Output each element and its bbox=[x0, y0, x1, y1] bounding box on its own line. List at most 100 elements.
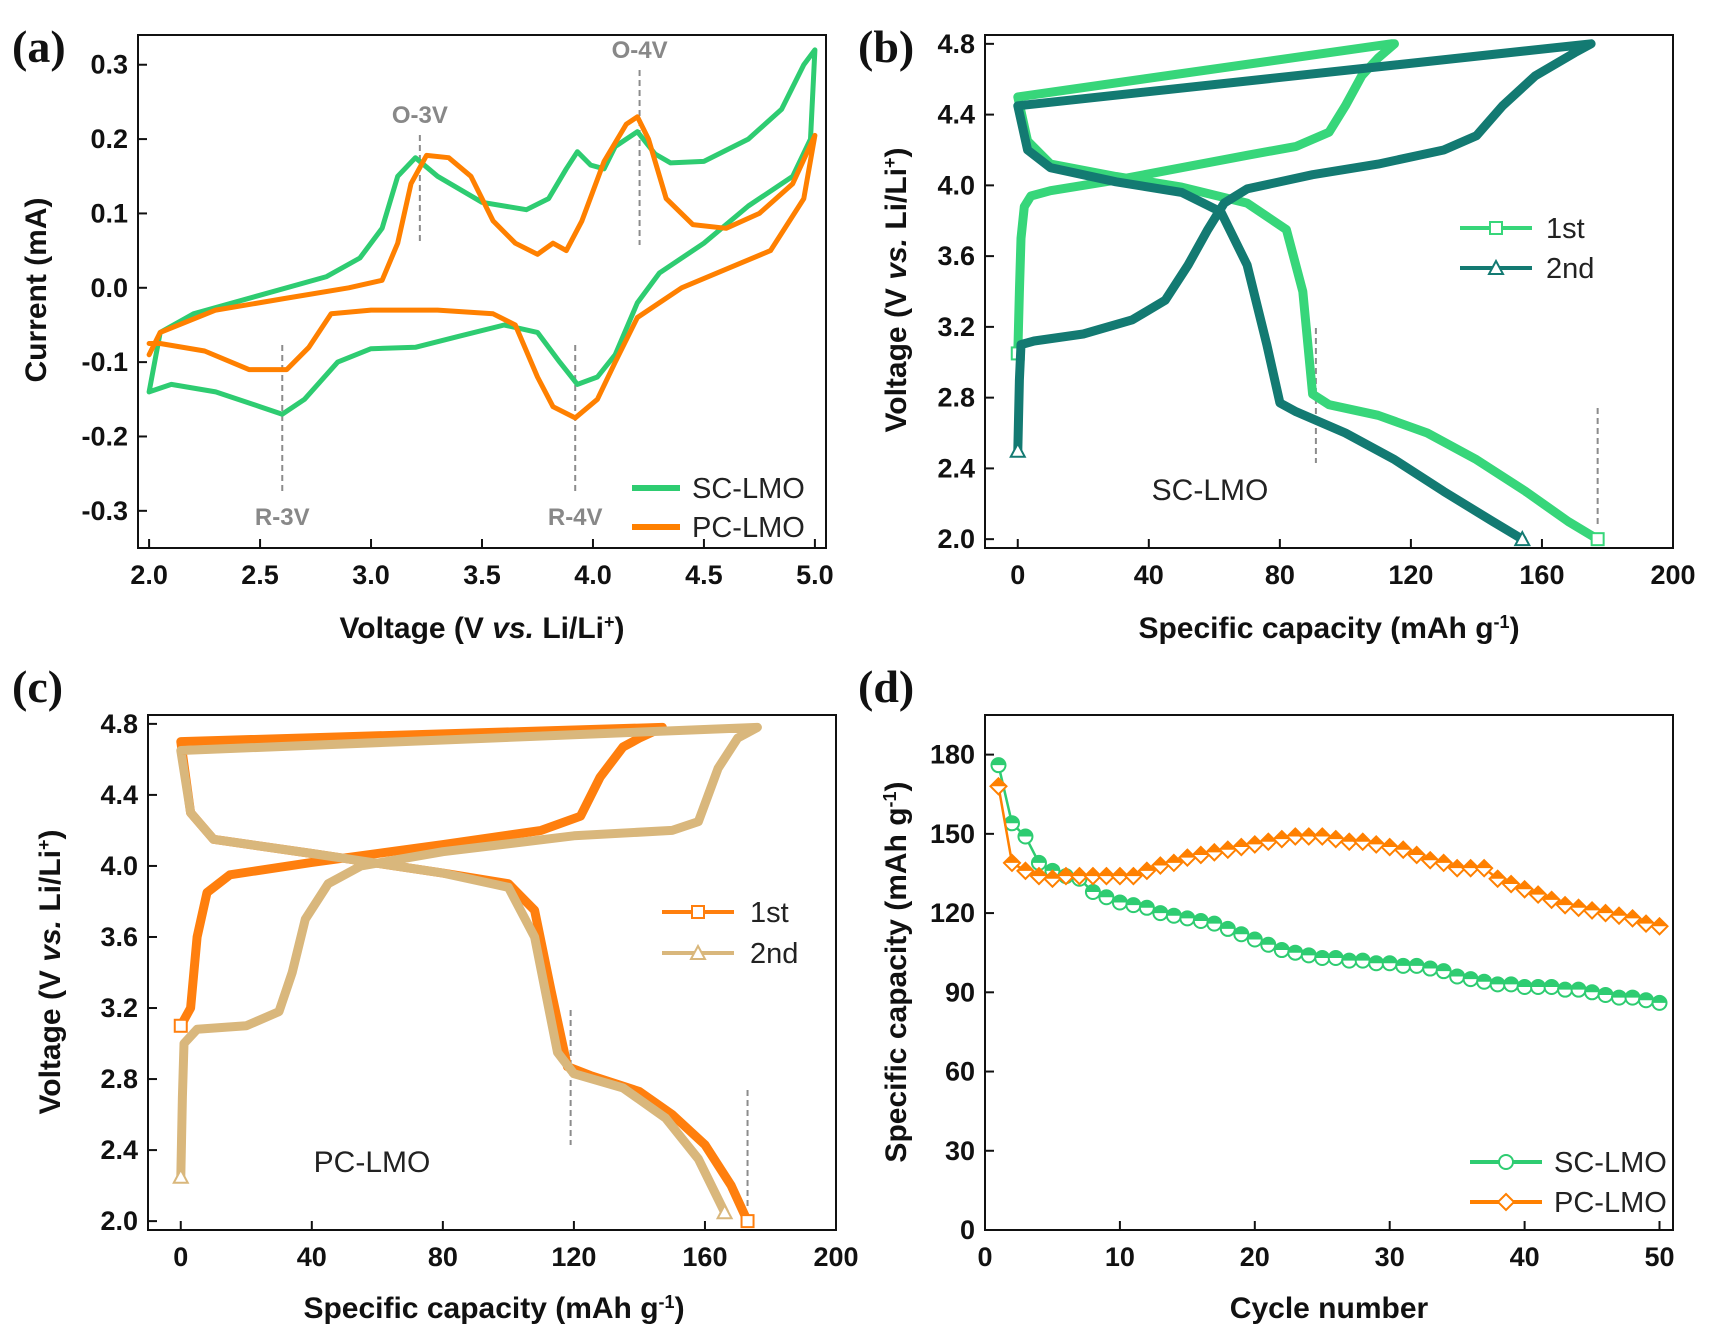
data-point-pc-lmo-fill bbox=[1597, 905, 1614, 914]
y-tick-label: 4.8 bbox=[937, 29, 975, 59]
panel-d-curves bbox=[989, 757, 1669, 1011]
data-point-pc-lmo-fill bbox=[1570, 899, 1587, 908]
panel-c-curves bbox=[172, 722, 762, 1229]
data-point-pc-lmo-fill bbox=[1516, 881, 1533, 890]
panel-d-ticks: 0 10 20 30 40 50 0 30 60 90 120 150 180 bbox=[930, 740, 1675, 1272]
data-point-sc-lmo-fill bbox=[1598, 987, 1613, 995]
data-point-pc-lmo-fill bbox=[1543, 891, 1560, 900]
data-point-pc-lmo-fill bbox=[1462, 860, 1479, 869]
x-tick-label: 40 bbox=[1510, 1242, 1540, 1272]
panel-c-frame bbox=[147, 714, 837, 1231]
data-point-pc-lmo-fill bbox=[1354, 833, 1371, 842]
y-tick-label: 30 bbox=[945, 1136, 975, 1166]
panel-d-ylabel: Specific capacity (mAh g-1) bbox=[880, 781, 913, 1162]
y-tick-label: 120 bbox=[930, 898, 975, 928]
series-end-marker bbox=[173, 1018, 188, 1033]
data-point-sc-lmo-fill bbox=[1585, 985, 1600, 993]
legend-d-sc-label: SC-LMO bbox=[1554, 1147, 1667, 1179]
data-point-pc-lmo-fill bbox=[1017, 862, 1034, 871]
panel-c-xlabel: Specific capacity (mAh g-1) bbox=[303, 1292, 684, 1325]
data-point-sc-lmo-fill bbox=[1031, 855, 1046, 863]
y-tick-label: 90 bbox=[945, 977, 975, 1007]
data-point-sc-lmo-fill bbox=[1234, 927, 1249, 935]
y-tick-label: -0.3 bbox=[81, 496, 128, 526]
data-point-pc-lmo-fill bbox=[1503, 876, 1520, 885]
data-point-pc-lmo-fill bbox=[1422, 852, 1439, 861]
peak-annotation-label: O-4V bbox=[612, 37, 668, 64]
series-line-pc-lmo bbox=[146, 114, 818, 421]
data-point-sc-lmo-fill bbox=[1247, 932, 1262, 940]
x-tick-label: 160 bbox=[1519, 560, 1564, 590]
series-line-1st bbox=[1013, 39, 1603, 544]
data-point-sc-lmo-fill bbox=[1382, 956, 1397, 964]
panel-b-ylabel: Voltage (V vs. Li/Li+) bbox=[880, 147, 913, 432]
series-line-sc-lmo bbox=[997, 764, 1660, 1005]
data-point-sc-lmo-fill bbox=[1288, 945, 1303, 953]
x-tick-label: 80 bbox=[1265, 560, 1295, 590]
y-tick-label: 2.4 bbox=[100, 1135, 138, 1165]
data-point-pc-lmo-fill bbox=[1030, 868, 1047, 877]
data-point-sc-lmo-fill bbox=[1207, 916, 1222, 924]
data-point-sc-lmo-fill bbox=[1423, 961, 1438, 969]
series-end-marker bbox=[715, 1203, 734, 1220]
panel-a: (a) 2.0 2.5 3.0 3.5 4.0 4.5 5.0 -0.3 -0.2 -0.1 0.0… bbox=[12, 21, 834, 645]
y-tick-label: -0.2 bbox=[81, 421, 128, 451]
data-point-pc-lmo-fill bbox=[1638, 915, 1655, 924]
data-point-pc-lmo-fill bbox=[1003, 854, 1020, 863]
data-point-sc-lmo-fill bbox=[1342, 953, 1357, 961]
data-point-sc-lmo-fill bbox=[1166, 908, 1181, 916]
data-point-pc-lmo-fill bbox=[1624, 910, 1641, 919]
x-tick-label: 120 bbox=[1388, 560, 1433, 590]
data-point-sc-lmo-fill bbox=[1153, 906, 1168, 914]
legend-b-2nd-marker bbox=[1487, 258, 1505, 275]
data-point-sc-lmo-fill bbox=[1355, 953, 1370, 961]
x-tick-label: 2.0 bbox=[130, 560, 168, 590]
y-tick-label: 4.4 bbox=[937, 100, 975, 130]
data-point-pc-lmo-fill bbox=[1179, 849, 1196, 858]
data-point-pc-lmo-fill bbox=[1125, 868, 1142, 877]
data-point-pc-lmo-fill bbox=[1489, 870, 1506, 879]
data-point-pc-lmo-fill bbox=[1584, 902, 1601, 911]
panel-c-ylabel: Voltage (V vs. Li/Li+) bbox=[34, 829, 67, 1114]
data-point-pc-lmo-fill bbox=[1368, 836, 1385, 845]
data-point-sc-lmo-fill bbox=[1220, 921, 1235, 929]
panel-a-frame bbox=[137, 34, 827, 549]
legend-a-sc-label: SC-LMO bbox=[692, 473, 805, 505]
panel-a-letter: (a) bbox=[12, 21, 66, 72]
panel-c-ticks: 0 40 80 120 160 200 2.0 2.4 2.8 3.2 3.6 4.0 4.4 4.8 bbox=[100, 709, 858, 1272]
data-point-sc-lmo-fill bbox=[1112, 895, 1127, 903]
data-point-pc-lmo-fill bbox=[1233, 839, 1250, 848]
x-tick-label: 200 bbox=[813, 1242, 858, 1272]
series-end-marker bbox=[1590, 532, 1605, 547]
y-tick-label: -0.1 bbox=[81, 347, 128, 377]
panel-c-legend: 1st 2nd bbox=[662, 897, 798, 970]
panel-d: (d) 0 10 20 30 40 50 0 30 60 90 120 150 180 Cycle nu… bbox=[858, 661, 1675, 1325]
legend-c-1st-marker bbox=[691, 905, 705, 919]
x-tick-label: 10 bbox=[1105, 1242, 1135, 1272]
legend-a-pc-label: PC-LMO bbox=[692, 512, 805, 544]
panel-a-ylabel: Current (mA) bbox=[20, 198, 53, 383]
x-tick-label: 200 bbox=[1650, 560, 1695, 590]
x-tick-label: 3.0 bbox=[352, 560, 390, 590]
data-point-pc-lmo-fill bbox=[1192, 846, 1209, 855]
panel-b-annotations bbox=[1314, 328, 1599, 528]
series-end-marker bbox=[740, 1214, 755, 1229]
legend-d-pc-marker bbox=[1496, 1192, 1516, 1212]
data-point-pc-lmo-fill bbox=[1327, 831, 1344, 840]
x-tick-label: 0 bbox=[977, 1242, 992, 1272]
panel-b-frame bbox=[984, 34, 1674, 549]
panel-d-frame bbox=[984, 714, 1674, 1231]
data-point-sc-lmo-fill bbox=[1490, 977, 1505, 985]
data-point-pc-lmo-fill bbox=[1219, 841, 1236, 850]
legend-d-pc-label: PC-LMO bbox=[1554, 1187, 1667, 1219]
panel-b-xlabel: Specific capacity (mAh g-1) bbox=[1138, 612, 1519, 645]
y-tick-label: 60 bbox=[945, 1057, 975, 1087]
data-point-sc-lmo-fill bbox=[1396, 958, 1411, 966]
y-tick-label: 0.0 bbox=[90, 273, 128, 303]
data-point-sc-lmo-fill bbox=[1369, 956, 1384, 964]
panel-b-legend: 1st 2nd bbox=[1460, 213, 1594, 285]
panel-b-letter: (b) bbox=[858, 21, 914, 72]
data-point-pc-lmo-fill bbox=[1651, 918, 1668, 927]
y-tick-label: 0.3 bbox=[90, 50, 128, 80]
data-point-sc-lmo-fill bbox=[1477, 974, 1492, 982]
